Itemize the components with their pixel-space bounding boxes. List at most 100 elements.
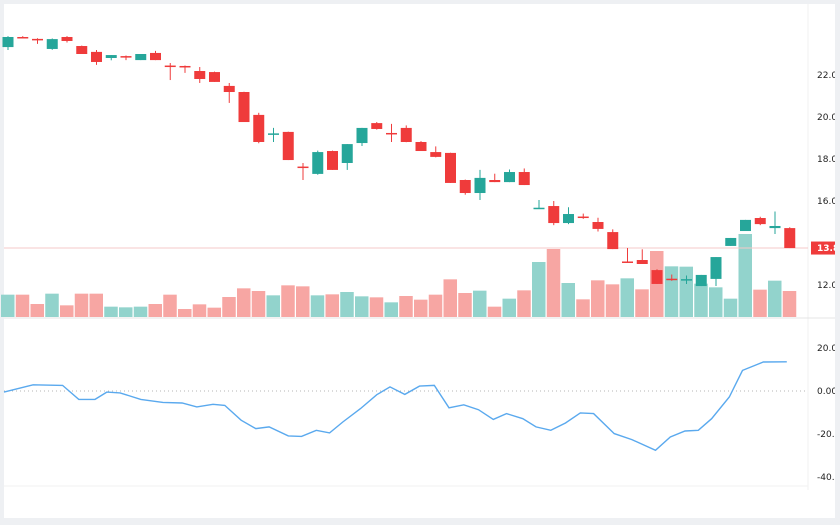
candle [415,141,427,152]
candle-body [341,144,353,163]
candle [607,229,619,250]
volume-bar [340,292,354,317]
candle-body [209,72,220,82]
volume-bar [709,287,723,317]
candle [445,152,456,183]
price-axis[interactable]: 22.0 20.0 18.0 16.0 12.0 [817,71,837,291]
volume-bar [723,298,738,317]
candle-body [563,214,574,224]
candle [2,36,14,51]
candle [32,38,43,44]
price-tick-label: 18.0 [817,155,837,165]
volume-bar [163,294,177,317]
candle-body [179,65,191,68]
volume-bar [15,294,30,317]
candle [194,67,206,83]
candle [371,122,383,130]
candle-body [636,260,648,264]
oscillator-line [3,361,787,452]
candle-body [61,36,73,41]
osc-tick-label: -20.0 [817,430,840,440]
candle-body [754,218,766,225]
osc-tick-label: -40.0 [817,473,840,483]
candle-body [533,207,545,210]
volume-bar [664,266,679,317]
candle [784,227,796,249]
candle-body [135,54,147,61]
candle-body [740,219,751,232]
price-tick-label: 16.0 [817,197,837,207]
candle-body [504,172,515,183]
candle-body [17,36,29,39]
volume-bar [414,299,428,317]
candle-body [400,127,412,142]
candle-body [282,131,294,161]
osc-tick-label: 0.00 [817,387,837,397]
candle [710,257,722,287]
volume-bars [1,234,797,317]
candle-body [666,278,678,281]
volume-bar [281,285,295,317]
candle [135,54,147,61]
candle-body [2,36,14,48]
candle [268,127,279,142]
candle [577,213,589,219]
volume-bar [119,307,133,317]
candle [17,36,29,39]
volume-bar [178,309,192,317]
candle-body [415,141,427,152]
volume-bar [30,304,44,317]
candle-body [194,71,206,79]
volume-bar [428,294,443,317]
volume-bar [310,295,325,317]
last-price-badge-bg [811,241,840,255]
volume-bar [207,307,221,317]
candle-body [577,216,589,219]
volume-bar [768,280,782,317]
volume-bar [133,306,148,317]
candle-body [238,92,250,123]
volume-bar [694,283,708,317]
candle [563,207,574,225]
oscillator-axis[interactable]: 20.0 0.00 -20.0 -40.0 [817,344,840,483]
volume-bar [620,278,634,317]
volume-bar [251,291,266,317]
candle-body [459,180,471,194]
candle-body [489,180,501,183]
candle [297,162,309,180]
last-price-badge: 13.8 [811,241,840,255]
volume-bar [650,251,664,317]
candle-body [371,123,383,129]
candle-body [356,127,368,144]
candle-body [769,225,781,229]
candle [223,82,235,103]
volume-bar [369,297,384,317]
last-price-label: 13.8 [817,244,839,254]
candle [46,38,58,50]
volume-bar [591,280,605,317]
candle-body [268,133,279,135]
candle-body [518,172,530,186]
candle [740,219,751,232]
price-tick-label: 12.0 [817,281,837,291]
volume-bar [104,306,118,317]
volume-bar [45,293,59,317]
candle [150,50,161,61]
candles [2,36,796,287]
candle-body [297,166,309,169]
candle-body [607,232,619,250]
price-tick-label: 22.0 [817,71,837,81]
candle-body [681,279,692,281]
volume-bar [222,297,236,317]
candle-body [445,152,456,183]
volume-bar [443,279,457,317]
candle [681,275,692,284]
candle [769,211,781,234]
candle-body [105,55,117,58]
candle-body [327,151,338,170]
candle-body [312,152,324,174]
candle-body [784,228,796,249]
volume-bar [679,266,693,317]
